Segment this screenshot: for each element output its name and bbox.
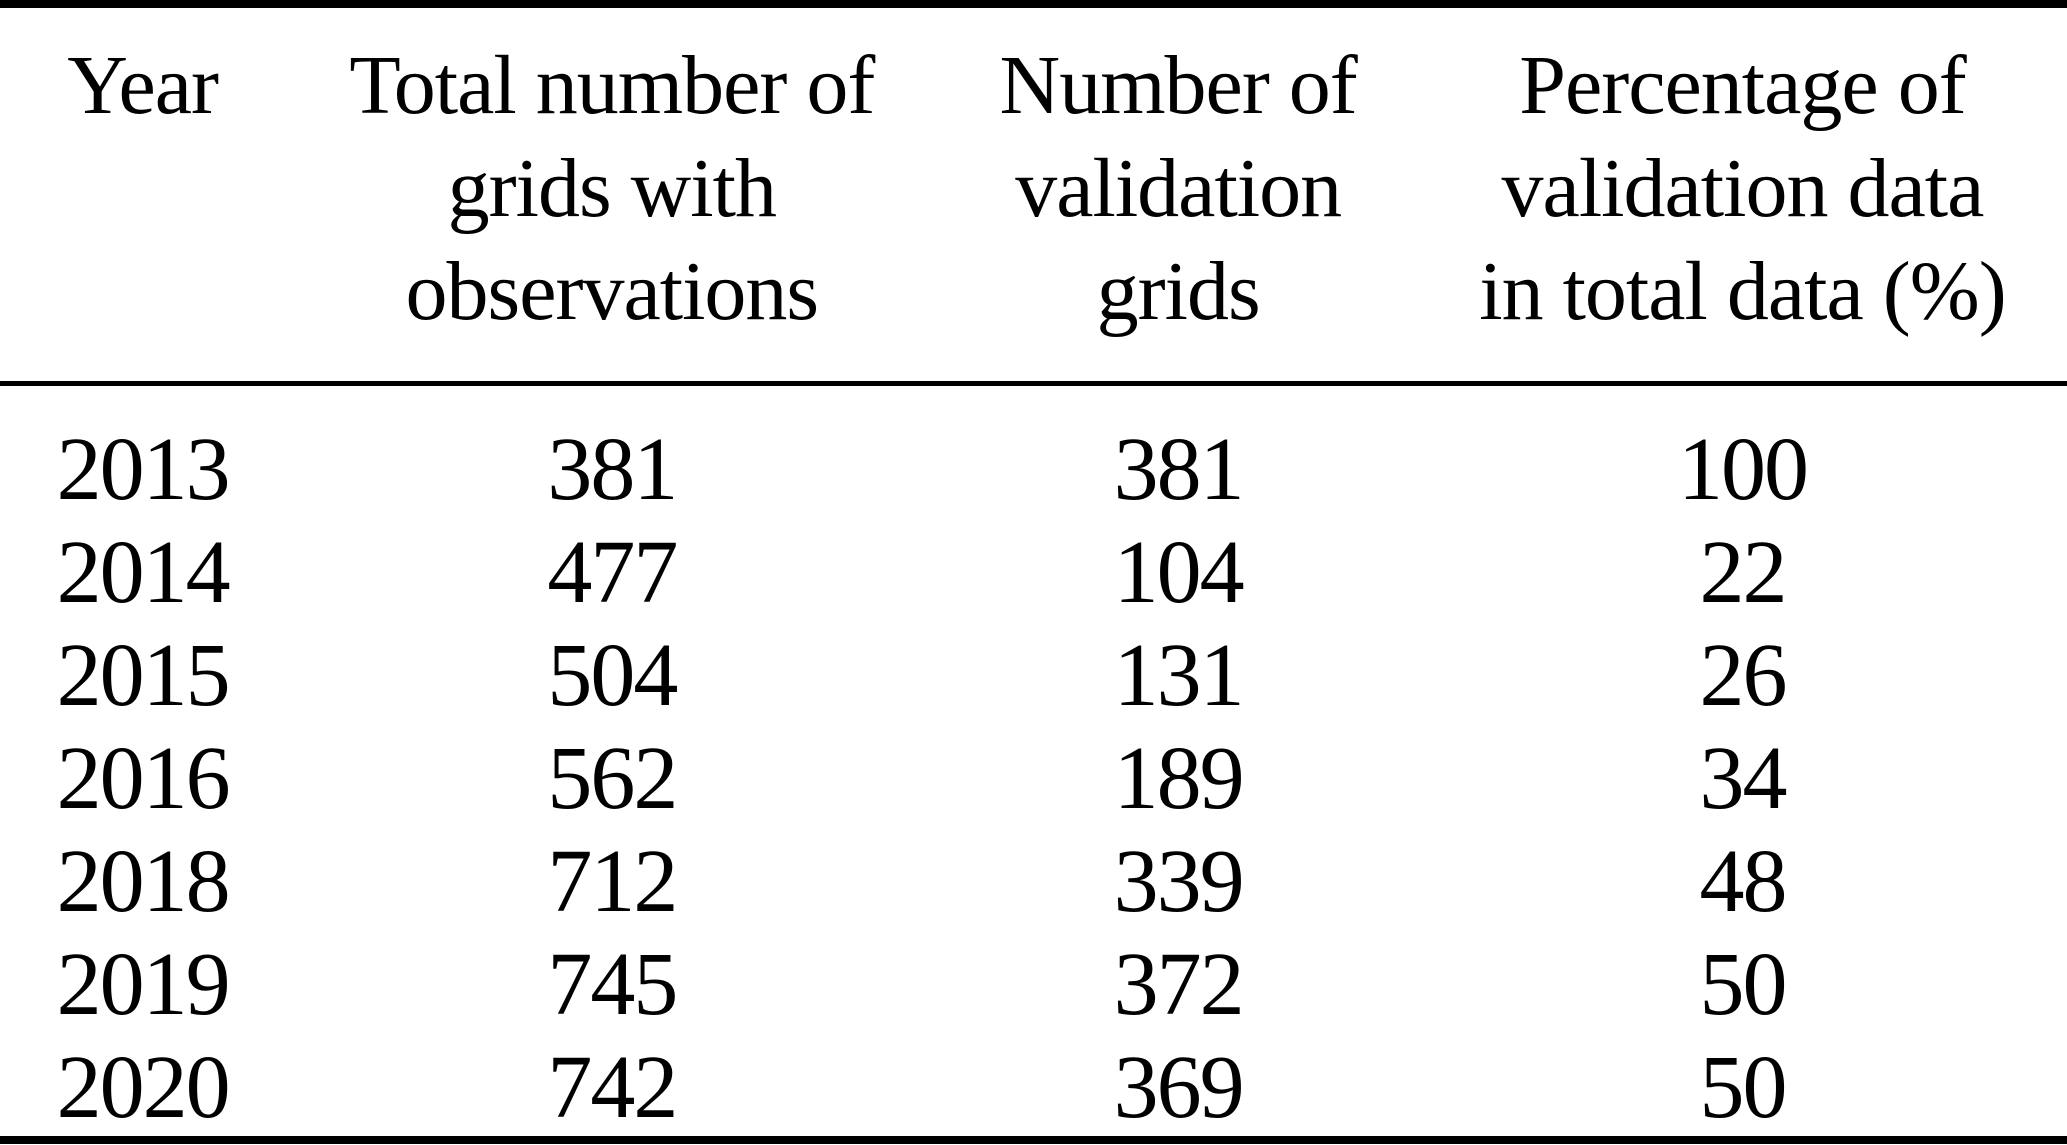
total-grids-cell: 712 bbox=[547, 832, 678, 931]
validation-pct-cell: 50 bbox=[1699, 1038, 1787, 1137]
validation-grids-cell: 104 bbox=[1113, 523, 1245, 622]
column-header-total-grids-line2: grids with bbox=[447, 142, 777, 235]
validation-pct-cell: 34 bbox=[1699, 729, 1787, 828]
header-row: Year Total number of grids with observat… bbox=[0, 8, 2067, 386]
year-cell: 2013 bbox=[56, 420, 231, 519]
year-cell: 2019 bbox=[56, 935, 231, 1034]
table-top-rule bbox=[0, 0, 2067, 8]
column-header-validation-percentage: Percentage of validation data in total d… bbox=[1417, 8, 2067, 386]
column-header-year: Year bbox=[0, 8, 286, 386]
column-header-validation-percentage-line3: in total data (%) bbox=[1479, 245, 2006, 338]
table-row: 2019 745 372 50 bbox=[0, 933, 2067, 1036]
total-grids-cell: 562 bbox=[547, 729, 678, 828]
total-grids-cell: 745 bbox=[547, 935, 678, 1034]
validation-grids-cell: 369 bbox=[1113, 1038, 1245, 1137]
column-header-validation-percentage-line2: validation data bbox=[1501, 142, 1985, 235]
year-cell: 2020 bbox=[56, 1038, 231, 1137]
validation-grids-cell: 381 bbox=[1113, 420, 1245, 519]
table-row: 2016 562 189 34 bbox=[0, 727, 2067, 830]
column-header-validation-grids-line1: Number of bbox=[999, 39, 1358, 132]
year-cell: 2015 bbox=[56, 626, 231, 725]
column-header-validation-grids-line2: validation bbox=[1015, 142, 1342, 235]
validation-pct-cell: 48 bbox=[1699, 832, 1787, 931]
column-header-validation-percentage-line1: Percentage of bbox=[1519, 39, 1966, 132]
validation-pct-cell: 100 bbox=[1677, 420, 1809, 519]
table-row: 2018 712 339 48 bbox=[0, 830, 2067, 933]
column-header-total-grids: Total number of grids with observations bbox=[285, 8, 939, 386]
total-grids-cell: 504 bbox=[547, 626, 678, 725]
table-row: 2013 381 381 100 bbox=[0, 384, 2067, 522]
year-cell: 2016 bbox=[56, 729, 231, 828]
table-row: 2014 477 104 22 bbox=[0, 521, 2067, 624]
column-header-year-label: Year bbox=[67, 39, 219, 132]
table-row: 2020 742 369 50 bbox=[0, 1036, 2067, 1139]
year-cell: 2014 bbox=[56, 523, 231, 622]
validation-grids-table: Year Total number of grids with observat… bbox=[0, 8, 2067, 1139]
validation-pct-cell: 22 bbox=[1699, 523, 1787, 622]
year-cell: 2018 bbox=[56, 832, 231, 931]
table-bottom-rule bbox=[0, 1136, 2067, 1144]
total-grids-cell: 742 bbox=[547, 1038, 678, 1137]
validation-pct-cell: 50 bbox=[1699, 935, 1787, 1034]
column-header-total-grids-line3: observations bbox=[405, 245, 820, 338]
total-grids-cell: 477 bbox=[547, 523, 678, 622]
validation-pct-cell: 26 bbox=[1699, 626, 1787, 725]
column-header-validation-grids: Number of validation grids bbox=[938, 8, 1418, 386]
total-grids-cell: 381 bbox=[547, 420, 678, 519]
validation-grids-cell: 339 bbox=[1113, 832, 1245, 931]
validation-grids-cell: 372 bbox=[1113, 935, 1245, 1034]
table-row: 2015 504 131 26 bbox=[0, 624, 2067, 727]
column-header-validation-grids-line3: grids bbox=[1096, 245, 1261, 338]
validation-grids-cell: 189 bbox=[1113, 729, 1245, 828]
validation-grids-cell: 131 bbox=[1113, 626, 1245, 725]
column-header-total-grids-line1: Total number of bbox=[349, 39, 875, 132]
